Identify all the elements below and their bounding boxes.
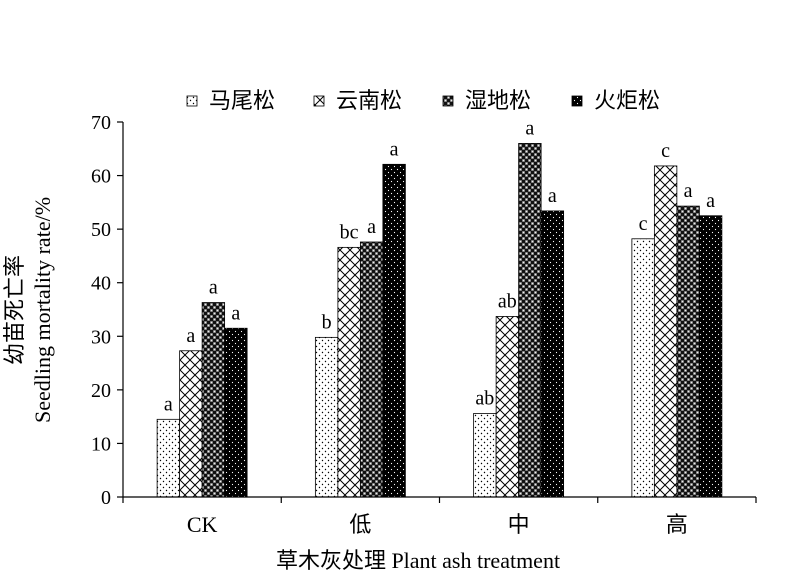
legend-swatch (313, 95, 325, 107)
significance-label: c (639, 213, 648, 235)
bar (359, 241, 384, 498)
y-tick-label: 50 (91, 219, 111, 241)
x-category-label: 中 (508, 512, 530, 537)
bar (314, 336, 339, 498)
y-axis-title-en: Seedling mortality rate/% (30, 197, 55, 423)
bar (698, 215, 723, 498)
bar (201, 302, 226, 498)
significance-label: a (231, 302, 240, 324)
significance-label: ab (498, 290, 517, 312)
y-tick-label: 70 (91, 112, 111, 134)
y-tick-label: 10 (91, 433, 111, 455)
significance-label: a (209, 277, 218, 299)
legend-label: 马尾松 (209, 88, 275, 113)
legend-label: 火炬松 (594, 88, 660, 113)
bar (540, 210, 565, 498)
significance-label: a (390, 138, 399, 160)
significance-label: b (322, 311, 332, 333)
significance-label: a (706, 190, 715, 212)
bar (518, 143, 542, 498)
significance-label: ab (475, 387, 494, 409)
bar (156, 418, 181, 498)
legend-swatch (442, 95, 454, 107)
bar (382, 163, 406, 498)
y-tick-label: 60 (91, 166, 111, 188)
legend-swatch (571, 95, 583, 107)
bars (156, 143, 723, 498)
legend-swatch (186, 95, 198, 107)
significance-label: bc (340, 221, 359, 243)
significance-label: c (661, 140, 670, 162)
bar (495, 316, 520, 498)
significance-label: a (548, 185, 557, 207)
significance-label: a (186, 325, 195, 347)
y-tick-label: 0 (101, 487, 111, 509)
significance-label: a (367, 216, 376, 238)
x-axis: CK 低 中 高 (122, 496, 757, 537)
bar (631, 238, 655, 498)
y-axis-title-cn: 幼苗死亡率 (2, 255, 27, 365)
legend: 马尾松 云南松 湿地松 火炬松 (186, 88, 660, 113)
x-category-label: 低 (349, 512, 371, 537)
significance-label: a (684, 180, 693, 202)
significance-label: a (525, 117, 534, 139)
legend-label: 云南松 (336, 88, 402, 113)
y-tick-label: 30 (91, 326, 111, 348)
bar (179, 350, 203, 498)
bar (653, 165, 678, 498)
bar (224, 327, 248, 498)
significance-label: a (164, 393, 173, 415)
bar (337, 246, 361, 498)
y-tick-label: 20 (91, 380, 111, 402)
bar (676, 205, 700, 498)
x-axis-title: 草木灰处理 Plant ash treatment (276, 548, 560, 573)
bar (473, 413, 497, 498)
x-category-label: 高 (666, 512, 688, 537)
legend-label: 湿地松 (465, 88, 531, 113)
x-category-label: CK (187, 512, 218, 537)
y-axis: 0 10 20 30 40 50 60 70 (91, 112, 124, 509)
y-tick-label: 40 (91, 273, 111, 295)
